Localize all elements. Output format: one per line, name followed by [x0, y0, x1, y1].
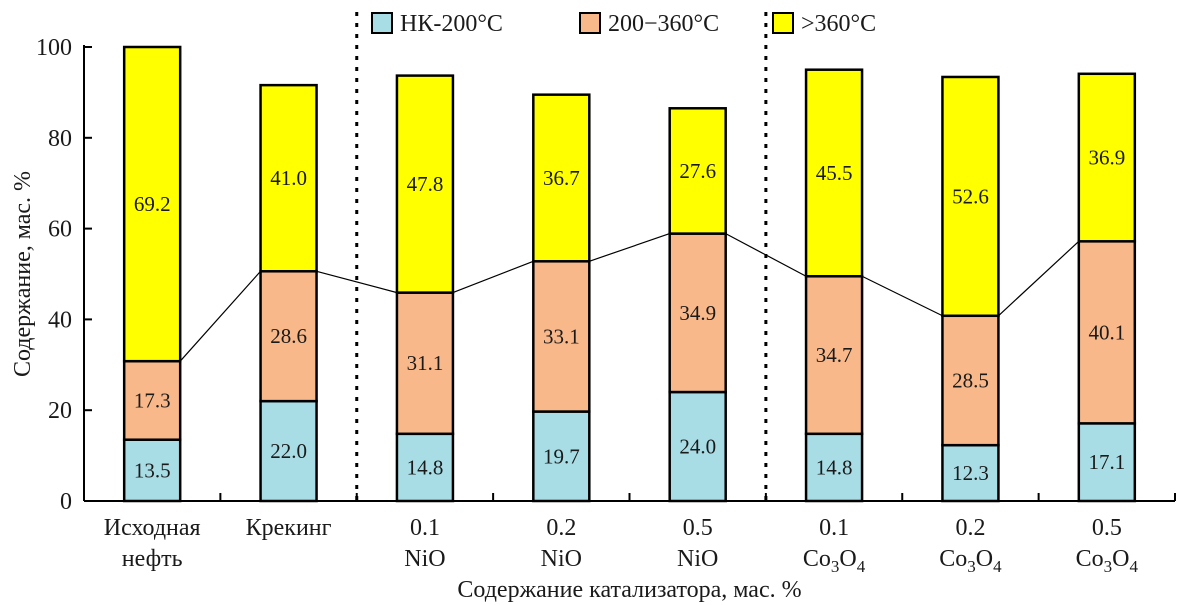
- y-tick-label: 20: [48, 398, 72, 424]
- bar-segment: [122, 438, 182, 503]
- category-label-line1: 0.5: [1092, 515, 1122, 541]
- bar-segment: [395, 432, 455, 503]
- bar-value-label: 36.7: [543, 166, 580, 190]
- bar-value-label: 41.0: [270, 166, 307, 190]
- bar-value-label: 33.1: [543, 324, 580, 348]
- bar-value-label: 27.6: [679, 159, 716, 183]
- category-label-line2: NiO: [541, 546, 582, 572]
- connector-line-segment: [589, 233, 670, 262]
- category-label-line1: 0.2: [955, 515, 985, 541]
- bar-value-label: 69.2: [134, 192, 171, 216]
- connector-line-segment: [452, 260, 534, 294]
- category-label-line2: NiO: [404, 546, 445, 572]
- y-tick-label: 60: [48, 217, 72, 243]
- bar-segment: [1077, 72, 1137, 243]
- bar-segment: [259, 270, 318, 403]
- y-tick-label: 40: [48, 307, 72, 333]
- bar-segment: [259, 399, 318, 503]
- y-tick-label: 100: [36, 35, 72, 61]
- legend-swatch: [579, 12, 601, 34]
- bar-segment: [1077, 422, 1137, 503]
- x-axis-title: Содержание катализатора, мас. %: [457, 577, 801, 603]
- category-label-line2: Co3O4: [1076, 546, 1139, 576]
- category-label-line1: 0.5: [683, 515, 713, 541]
- legend-label: 200−360°C: [608, 11, 719, 37]
- bar-value-label: 13.5: [134, 458, 171, 482]
- category-label-line2: Co3O4: [939, 546, 1002, 576]
- bar-segment: [804, 432, 864, 503]
- bar-value-label: 40.1: [1088, 320, 1125, 344]
- bar-value-label: 14.8: [407, 455, 444, 479]
- category-label-line1: Крекинг: [246, 515, 332, 541]
- category-label-line1: 0.2: [546, 515, 576, 541]
- bar-segment: [532, 260, 591, 413]
- connector-line-segment: [316, 270, 398, 294]
- category-label-line1: 0.1: [819, 515, 849, 541]
- bar-value-label: 28.6: [270, 324, 307, 348]
- connector-line-segment: [725, 233, 807, 277]
- bar-value-label: 45.5: [816, 161, 853, 185]
- legend-swatch: [772, 12, 794, 34]
- bar-value-label: 52.6: [952, 184, 989, 208]
- bar-value-label: 14.8: [816, 455, 853, 479]
- bar-value-label: 47.8: [407, 172, 444, 196]
- legend-label: НК-200°C: [400, 11, 503, 37]
- bar-value-label: 31.1: [407, 351, 444, 375]
- bar-segment: [122, 45, 182, 363]
- bar-segment: [804, 68, 864, 278]
- bar-value-label: 22.0: [270, 439, 307, 463]
- bar-value-label: 12.3: [952, 461, 989, 485]
- category-label-line2: Co3O4: [803, 546, 866, 576]
- bar-segment: [532, 93, 591, 263]
- bar-segment: [668, 390, 727, 503]
- bar-segment: [668, 232, 727, 394]
- connector-line-segment: [179, 270, 262, 362]
- bar-segment: [941, 75, 1000, 318]
- y-tick-label: 0: [60, 489, 72, 515]
- bar-value-label: 17.3: [134, 388, 171, 412]
- bar-segment: [395, 291, 455, 436]
- y-tick-label: 80: [48, 126, 72, 152]
- bar-value-label: 17.1: [1088, 450, 1125, 474]
- bar-value-label: 34.9: [679, 301, 716, 325]
- bar-segment: [804, 275, 864, 436]
- y-axis-title: Содержание, мас. %: [10, 171, 36, 377]
- bar-segment: [1077, 240, 1137, 425]
- category-label-line2: NiO: [677, 546, 718, 572]
- bar-segment: [259, 83, 318, 273]
- legend-swatch: [371, 12, 393, 34]
- bar-value-label: 24.0: [679, 435, 716, 459]
- bar-value-label: 36.9: [1088, 146, 1125, 170]
- category-label-line1: 0.1: [410, 515, 440, 541]
- bar-segment: [941, 443, 1000, 503]
- bar-segment: [395, 74, 455, 294]
- category-label-line1: Исходная: [104, 515, 201, 541]
- legend-label: >360°C: [801, 11, 876, 37]
- connector-line-segment: [861, 275, 943, 317]
- bar-value-label: 19.7: [543, 444, 580, 468]
- bar-value-label: 34.7: [816, 343, 853, 367]
- bar-value-label: 28.5: [952, 368, 989, 392]
- bar-segment: [122, 359, 182, 441]
- category-label-line2: нефть: [122, 546, 183, 572]
- connector-line-segment: [998, 240, 1080, 317]
- bar-segment: [668, 107, 727, 235]
